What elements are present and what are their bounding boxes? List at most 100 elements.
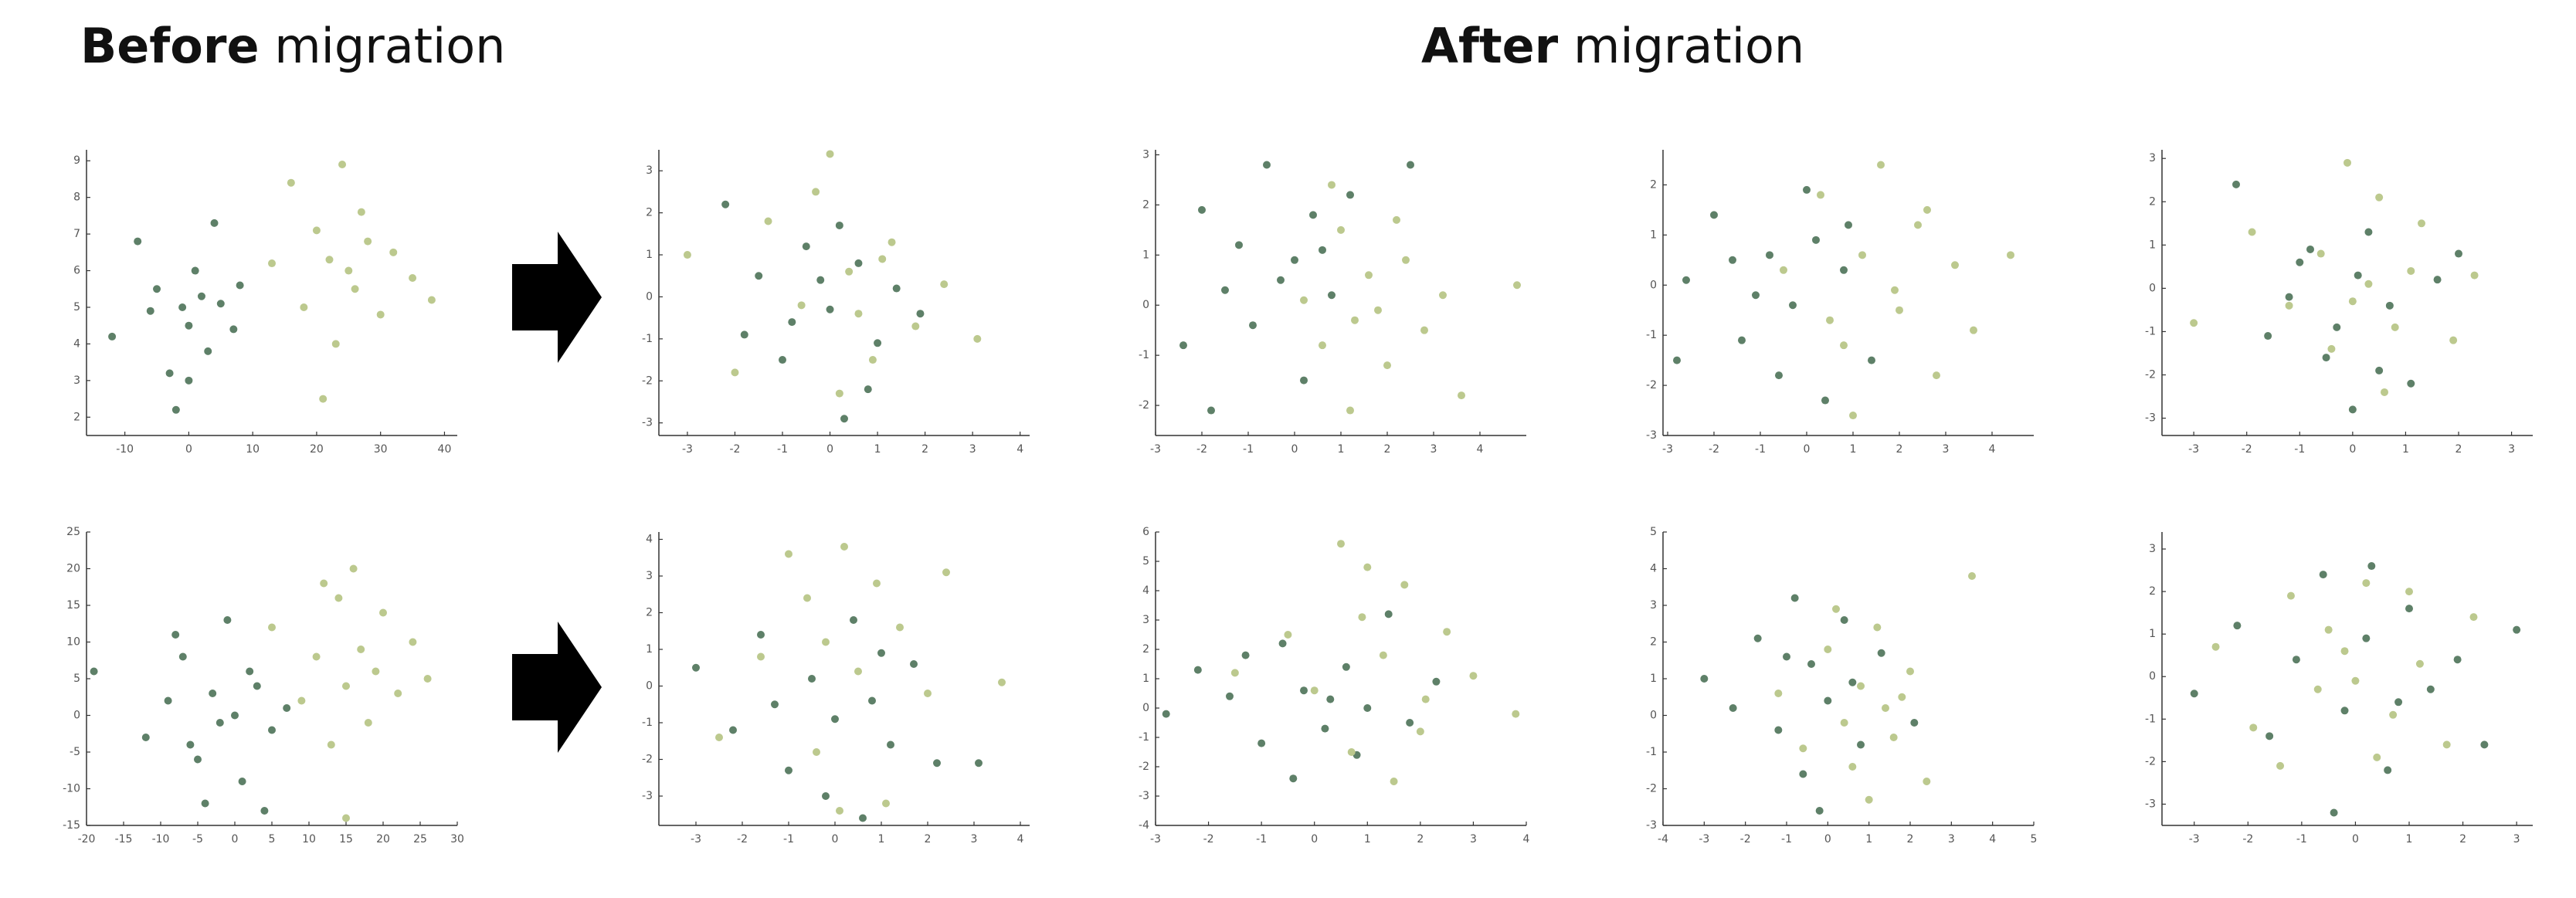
point	[998, 678, 1006, 686]
y-tick-label: 9	[73, 154, 80, 167]
point	[260, 807, 269, 815]
y-tick-label: 2	[1142, 198, 1149, 211]
y-tick-label: -2	[1139, 399, 1149, 412]
point	[297, 696, 306, 705]
point	[2415, 659, 2424, 668]
y-tick-label: -1	[2145, 713, 2156, 725]
heading-text: migration	[1573, 18, 1804, 74]
point	[357, 646, 365, 653]
point	[1889, 734, 1898, 741]
point	[1407, 161, 1414, 169]
point	[910, 660, 918, 668]
y-tick-label: -1	[1139, 731, 1149, 744]
x-tick-label: -2	[2242, 443, 2252, 456]
x-tick-label: 0	[185, 443, 192, 456]
x-tick-label: -3	[691, 833, 701, 845]
y-tick-label: 5	[1142, 555, 1149, 568]
point	[283, 704, 291, 712]
point	[164, 696, 172, 705]
y-tick-label: -3	[1139, 790, 1149, 802]
point	[2190, 690, 2198, 698]
point	[868, 356, 877, 364]
point	[349, 564, 358, 573]
x-tick-label: 3	[2513, 833, 2520, 845]
point	[888, 238, 896, 246]
y-tick-label: 1	[1650, 673, 1657, 685]
y-tick-label: -1	[642, 717, 653, 729]
point	[1277, 276, 1285, 284]
point	[2375, 366, 2384, 374]
point	[178, 303, 187, 311]
point	[813, 748, 820, 756]
point	[859, 814, 867, 822]
point	[1230, 669, 1239, 677]
point	[1300, 376, 1308, 385]
x-tick-label: -10	[116, 443, 134, 456]
point	[1968, 572, 1976, 580]
point	[334, 594, 343, 602]
point	[2351, 676, 2360, 685]
point	[1951, 261, 1959, 269]
point	[785, 550, 792, 558]
heading-text: migration	[274, 18, 505, 74]
point	[2248, 228, 2256, 236]
x-tick-label: -3	[682, 443, 693, 456]
point	[2470, 271, 2479, 280]
x-tick-label: 30	[450, 833, 464, 845]
point	[376, 310, 385, 319]
x-tick-label: -3	[2188, 443, 2199, 456]
x-tick-label: -1	[1256, 833, 1267, 845]
point	[911, 322, 920, 330]
point	[1729, 704, 1737, 712]
point	[2286, 591, 2295, 600]
point	[1910, 719, 1919, 727]
point	[1365, 271, 1373, 280]
y-tick-label: 1	[2149, 239, 2156, 251]
y-tick-label: 0	[1650, 279, 1657, 291]
point	[1896, 306, 1903, 314]
point	[916, 310, 925, 318]
point	[1193, 666, 1202, 674]
y-tick-label: -4	[1139, 819, 1149, 832]
point	[1826, 316, 1834, 324]
point	[721, 200, 730, 208]
point	[178, 652, 187, 661]
x-tick-label: 10	[246, 443, 260, 456]
x-tick-label: 20	[376, 833, 390, 845]
y-tick-label: 6	[1142, 526, 1149, 538]
x-tick-label: -10	[152, 833, 170, 845]
point	[2381, 388, 2388, 396]
x-tick-label: -20	[78, 833, 96, 845]
point	[975, 759, 983, 768]
point	[1840, 616, 1848, 624]
point	[1469, 672, 1478, 680]
point	[1351, 316, 1359, 324]
point	[1337, 225, 1345, 234]
x-tick-label: 0	[2352, 833, 2359, 845]
point	[892, 284, 901, 293]
y-tick-label: 2	[73, 411, 80, 423]
point	[757, 631, 765, 639]
point	[1914, 221, 1922, 229]
y-tick-label: 6	[73, 265, 80, 277]
point	[191, 266, 199, 275]
point	[1162, 710, 1170, 718]
point	[1682, 276, 1690, 284]
point	[2322, 354, 2330, 362]
x-tick-label: -4	[1658, 833, 1668, 845]
x-tick-label: 0	[1804, 443, 1811, 456]
point	[1458, 391, 1465, 400]
x-tick-label: -3	[1150, 443, 1161, 456]
point	[2333, 323, 2341, 331]
point	[1803, 185, 1811, 194]
point	[1821, 396, 1829, 405]
point	[864, 385, 872, 394]
point	[394, 690, 402, 697]
y-tick-label: 1	[2149, 628, 2156, 640]
y-tick-label: -2	[1646, 783, 1657, 795]
point	[1933, 371, 1940, 380]
point	[2394, 698, 2403, 707]
point	[1815, 807, 1824, 815]
point	[1402, 256, 1410, 264]
point	[2316, 249, 2325, 258]
